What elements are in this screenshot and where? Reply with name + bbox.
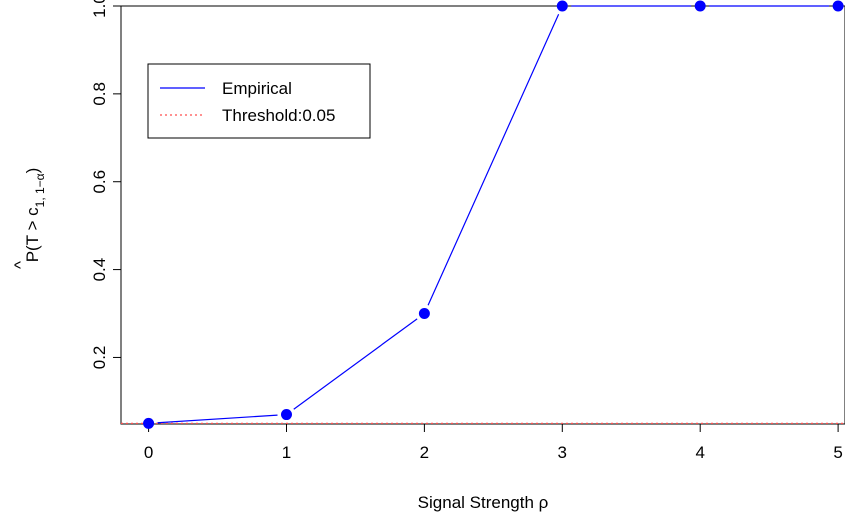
y-axis-title-suffix: ) [23, 168, 42, 174]
x-axis-title: Signal Strength ρ [418, 493, 549, 512]
y-tick-label-0.2: 0.2 [90, 346, 109, 370]
svg-text:P(T > c1, 1−α): P(T > c1, 1−α) [23, 168, 47, 263]
series-line-segment [157, 414, 278, 424]
x-tick-label-4: 4 [695, 443, 704, 462]
y-axis-title-subscript: 1, 1−α [33, 173, 47, 207]
x-tick-label-0: 0 [144, 443, 153, 462]
series-line-segment [427, 13, 560, 306]
y-tick-label-1.0: 1.0 [90, 0, 109, 18]
data-point-1 [280, 409, 292, 421]
legend-box [147, 63, 371, 139]
plot-frame [120, 5, 845, 425]
data-point-2 [418, 308, 430, 320]
plot-marks [121, 0, 845, 429]
x-tick-label-5: 5 [833, 443, 842, 462]
legend-label-threshold: Threshold:0.05 [222, 106, 335, 125]
y-axis-title-prefix: P(T > c [23, 207, 42, 262]
x-tick-label-2: 2 [420, 443, 429, 462]
data-point-0 [143, 417, 155, 429]
y-tick-label-0.8: 0.8 [90, 82, 109, 106]
series-line-segment [293, 318, 418, 410]
data-point-4 [694, 0, 706, 12]
y-tick-label-0.4: 0.4 [90, 258, 109, 282]
data-point-3 [556, 0, 568, 12]
data-point-5 [832, 0, 844, 12]
x-tick-label-1: 1 [282, 443, 291, 462]
y-tick-label-0.6: 0.6 [90, 170, 109, 194]
y-axis-title: P(T > c1, 1−α) ^ [11, 168, 47, 269]
x-tick-label-3: 3 [558, 443, 567, 462]
legend: Empirical Threshold:0.05 [147, 63, 371, 139]
y-axis: 0.2 0.4 0.6 0.8 1.0 [90, 0, 121, 369]
x-axis: 0 1 2 3 4 5 [144, 424, 843, 462]
legend-label-empirical: Empirical [222, 79, 292, 98]
y-axis-title-hat: ^ [11, 261, 30, 269]
